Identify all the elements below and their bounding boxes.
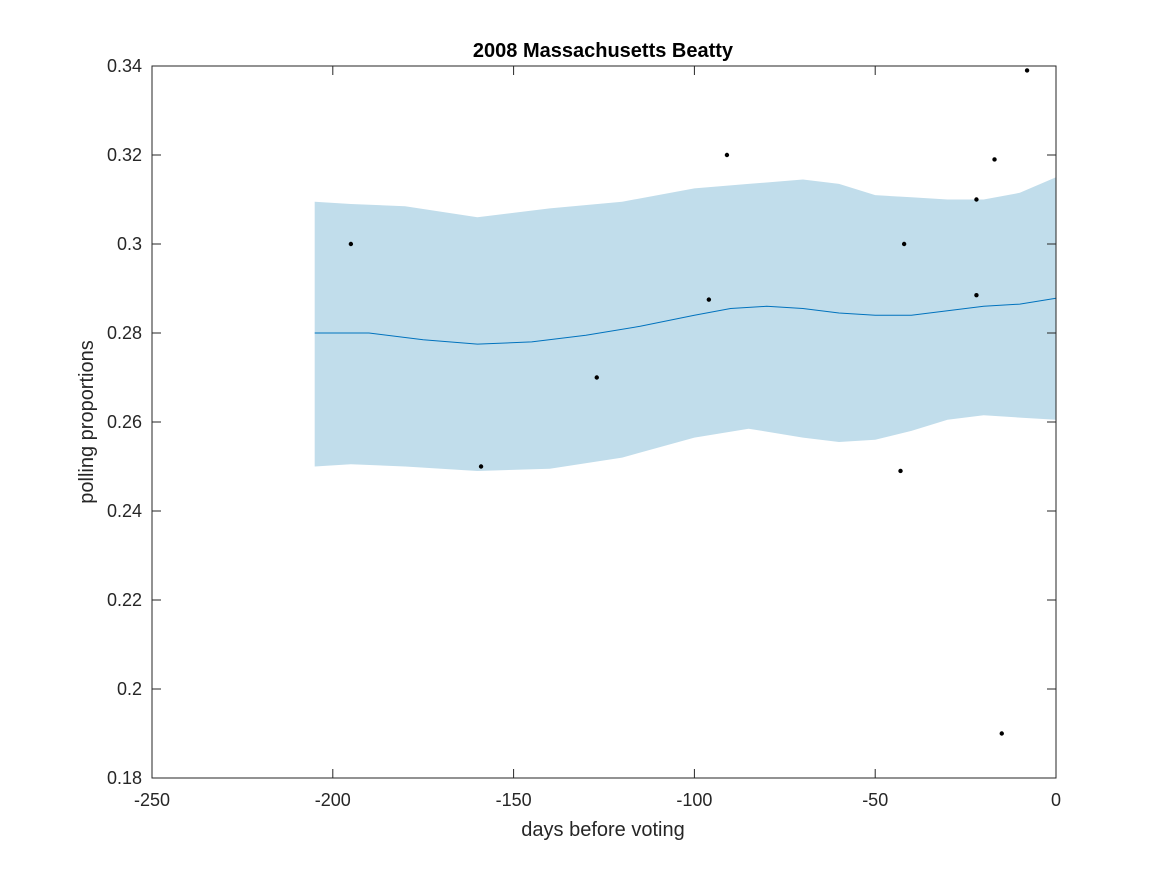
y-tick-label: 0.2 — [117, 679, 142, 699]
poll-point-5 — [898, 468, 903, 474]
poll-point-8 — [974, 292, 979, 298]
poll-point-6 — [901, 241, 907, 247]
poll-point-3 — [706, 297, 712, 302]
y-tick-label: 0.24 — [107, 501, 142, 521]
y-tick-label: 0.28 — [107, 323, 142, 343]
poll-point-11 — [1024, 68, 1030, 73]
mean-line-0 — [314, 297, 1057, 345]
x-tick-label: 0 — [1051, 790, 1061, 810]
confidence-band — [314, 177, 1056, 472]
y-tick-label: 0.3 — [117, 234, 142, 254]
axes: -250 -200 -150 -100 -50 0 0.18 0.2 0.22 0.24 0.26 0… — [107, 56, 1061, 810]
y-axis-label: polling proportions — [76, 340, 98, 503]
x-axis-label: days before voting — [521, 819, 684, 841]
plot-area — [314, 68, 1057, 736]
y-tick-label: 0.26 — [107, 412, 142, 432]
y-tick-label: 0.18 — [107, 768, 142, 788]
poll-point-0 — [348, 241, 354, 247]
poll-point-7 — [974, 197, 979, 202]
x-tick-label: -100 — [676, 790, 712, 810]
poll-point-2 — [594, 375, 599, 380]
y-tick-label: 0.34 — [107, 56, 142, 76]
y-tick-label: 0.22 — [107, 590, 142, 610]
poll-point-4 — [724, 152, 730, 158]
chart-title: 2008 Massachusetts Beatty — [473, 40, 734, 62]
x-tick-label: -50 — [862, 790, 888, 810]
poll-point-9 — [992, 157, 997, 162]
poll-point-10 — [999, 731, 1004, 736]
x-tick-label: -200 — [315, 790, 351, 810]
x-tick-label: -250 — [134, 790, 170, 810]
y-tick-label: 0.32 — [107, 145, 142, 165]
x-tick-label: -150 — [496, 790, 532, 810]
poll-point-1 — [478, 464, 484, 469]
